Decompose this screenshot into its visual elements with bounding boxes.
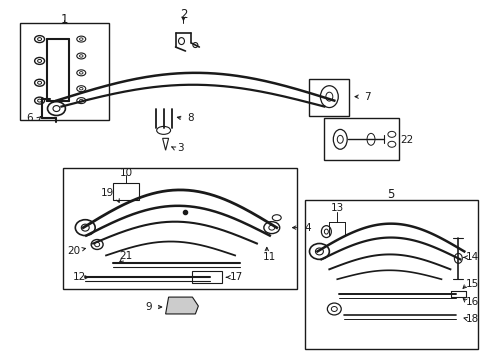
Ellipse shape — [91, 239, 103, 249]
Ellipse shape — [47, 102, 65, 116]
Text: 6: 6 — [26, 113, 33, 123]
Ellipse shape — [268, 225, 274, 230]
Ellipse shape — [77, 98, 85, 104]
Ellipse shape — [75, 220, 95, 235]
Ellipse shape — [80, 38, 83, 40]
Bar — [304, 200, 477, 349]
Ellipse shape — [81, 224, 89, 231]
Text: 18: 18 — [465, 314, 478, 324]
Text: 17: 17 — [229, 272, 242, 282]
Ellipse shape — [38, 59, 41, 62]
Text: 2: 2 — [180, 8, 187, 21]
Ellipse shape — [77, 36, 85, 42]
Ellipse shape — [331, 306, 337, 311]
Ellipse shape — [35, 36, 44, 42]
Ellipse shape — [35, 79, 44, 86]
Text: 21: 21 — [119, 251, 132, 261]
Ellipse shape — [80, 72, 83, 74]
Ellipse shape — [333, 129, 346, 149]
Ellipse shape — [387, 141, 395, 147]
Text: 12: 12 — [73, 272, 86, 282]
Ellipse shape — [320, 86, 338, 108]
Ellipse shape — [337, 135, 343, 143]
Ellipse shape — [80, 99, 83, 102]
Text: 1: 1 — [61, 13, 68, 26]
Ellipse shape — [53, 105, 60, 112]
Ellipse shape — [95, 242, 100, 247]
Ellipse shape — [264, 222, 279, 234]
Ellipse shape — [77, 86, 85, 92]
Ellipse shape — [35, 58, 44, 64]
Text: 10: 10 — [119, 168, 132, 178]
Bar — [192, 271, 222, 283]
Ellipse shape — [321, 226, 331, 238]
Text: 14: 14 — [465, 252, 478, 262]
Text: 7: 7 — [363, 92, 369, 102]
Ellipse shape — [325, 92, 332, 101]
Text: 4: 4 — [304, 222, 310, 233]
Ellipse shape — [38, 81, 41, 84]
Text: 3: 3 — [177, 143, 183, 153]
Ellipse shape — [80, 87, 83, 90]
Text: 9: 9 — [145, 302, 152, 312]
Bar — [324, 118, 398, 160]
Ellipse shape — [178, 37, 184, 45]
Ellipse shape — [309, 243, 328, 260]
Text: 16: 16 — [465, 297, 478, 307]
Ellipse shape — [77, 70, 85, 76]
Ellipse shape — [80, 55, 83, 57]
Text: 19: 19 — [100, 188, 114, 198]
Bar — [63, 168, 296, 289]
Ellipse shape — [366, 133, 374, 145]
Text: 15: 15 — [465, 279, 478, 289]
Ellipse shape — [38, 99, 41, 102]
Polygon shape — [163, 138, 168, 150]
Polygon shape — [165, 297, 198, 314]
Ellipse shape — [387, 131, 395, 137]
Text: 20: 20 — [67, 247, 80, 256]
Bar — [113, 183, 139, 200]
Ellipse shape — [326, 303, 341, 315]
Ellipse shape — [453, 253, 461, 264]
Ellipse shape — [77, 53, 85, 59]
Bar — [20, 23, 109, 121]
Text: 5: 5 — [386, 188, 394, 201]
Ellipse shape — [35, 97, 44, 104]
Ellipse shape — [156, 126, 170, 134]
Ellipse shape — [38, 37, 41, 41]
Ellipse shape — [192, 42, 198, 48]
Text: 11: 11 — [263, 252, 276, 262]
Text: 13: 13 — [330, 203, 343, 213]
Ellipse shape — [324, 229, 327, 234]
Ellipse shape — [315, 248, 323, 255]
Text: 22: 22 — [399, 135, 412, 145]
Text: 8: 8 — [187, 113, 193, 123]
Bar — [309, 79, 348, 116]
Ellipse shape — [272, 215, 281, 221]
